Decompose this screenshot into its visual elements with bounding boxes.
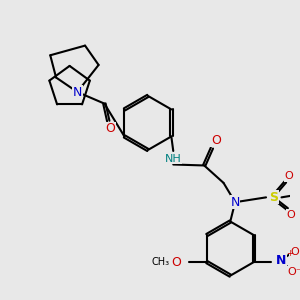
Text: CH₃: CH₃ (152, 257, 169, 267)
Text: O: O (105, 122, 115, 135)
Text: O: O (285, 171, 294, 181)
Text: O⁻: O⁻ (287, 267, 300, 277)
Text: O: O (211, 134, 221, 147)
Text: O: O (171, 256, 181, 268)
Text: N: N (276, 254, 286, 267)
Text: O: O (287, 210, 296, 220)
Text: O: O (290, 248, 299, 257)
Text: NH: NH (165, 154, 181, 164)
Text: +: + (286, 249, 293, 258)
Text: N: N (230, 196, 240, 209)
Text: N: N (73, 85, 82, 98)
Text: S: S (269, 191, 278, 204)
